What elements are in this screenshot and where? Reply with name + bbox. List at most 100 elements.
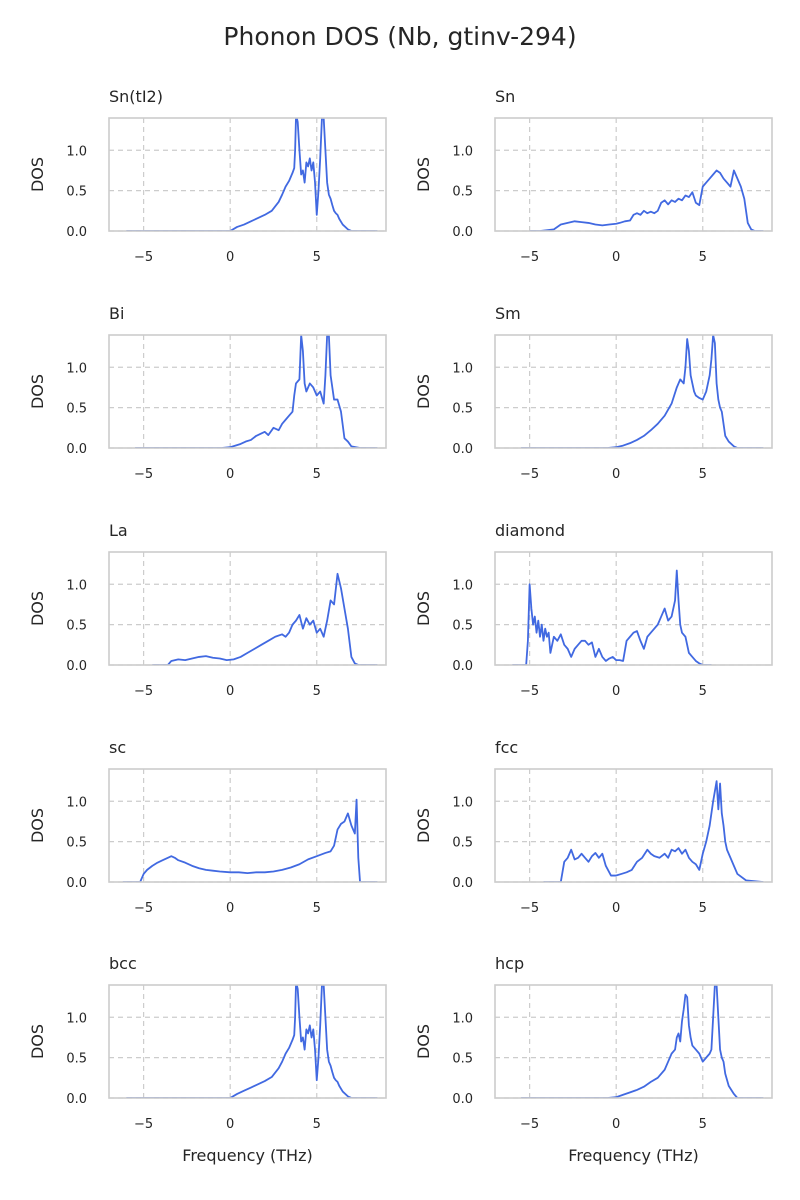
- subplot-sn-ti2: Sn(tI2) −5 0 5 0.0 0.5 1.0 DOS: [28, 87, 387, 265]
- axes-frame: [108, 334, 387, 449]
- x-tick-label: −5: [134, 1117, 153, 1132]
- x-tick-label: 5: [313, 467, 321, 482]
- x-tick-label: 5: [699, 684, 707, 699]
- dos-line-sn: [529, 169, 764, 231]
- x-tick-label: 5: [699, 901, 707, 916]
- x-tick-label: −5: [520, 901, 539, 916]
- subplot-title: La: [109, 521, 128, 540]
- x-tick-label: 5: [313, 901, 321, 916]
- y-tick-label: 1.0: [452, 1011, 473, 1026]
- x-tick-label: 5: [699, 467, 707, 482]
- x-tick-label: 5: [313, 250, 321, 265]
- y-tick-label: 0.0: [452, 1092, 473, 1107]
- subplot-sn: Sn −5 0 5 0.0 0.5 1.0 DOS: [414, 87, 773, 265]
- y-axis-label: DOS: [414, 157, 433, 192]
- x-tick-label: 0: [226, 250, 234, 265]
- y-tick-label: 1.0: [66, 144, 87, 159]
- x-tick-label: −5: [520, 684, 539, 699]
- subplot-fcc: fcc −5 0 5 0.0 0.5 1.0 DOS: [414, 738, 773, 916]
- x-tick-label: 0: [226, 684, 234, 699]
- axes-frame: [494, 768, 773, 883]
- axes-frame: [108, 551, 387, 666]
- axes-frame: [494, 551, 773, 666]
- x-tick-label: 5: [313, 684, 321, 699]
- y-tick-label: 0.5: [66, 1052, 87, 1067]
- subplot-hcp: hcp −5 0 5 0.0 0.5 1.0 DOS Frequency (THz): [414, 954, 773, 1165]
- x-tick-label: 0: [612, 250, 620, 265]
- y-tick-label: 1.0: [66, 578, 87, 593]
- subplot-la: La −5 0 5 0.0 0.5 1.0 DOS: [28, 521, 387, 699]
- y-axis-label: DOS: [414, 808, 433, 843]
- y-tick-label: 1.0: [66, 795, 87, 810]
- x-tick-label: −5: [134, 684, 153, 699]
- y-axis-label: DOS: [414, 1024, 433, 1059]
- axes-frame: [108, 117, 387, 232]
- y-tick-label: 0.0: [66, 442, 87, 457]
- figure-title: Phonon DOS (Nb, gtinv-294): [223, 22, 576, 51]
- dos-line-sm: [520, 335, 764, 448]
- subplot-grid: Sn(tI2) −5 0 5 0.0 0.5 1.0 DOS Sn −5 0 5 0.0 0.5 1.0 DO…: [28, 87, 773, 1165]
- x-tick-label: 5: [699, 1117, 707, 1132]
- subplot-title: Sn: [495, 87, 515, 106]
- y-tick-label: 0.0: [66, 876, 87, 891]
- x-tick-label: 0: [226, 1117, 234, 1132]
- y-axis-label: DOS: [28, 1024, 47, 1059]
- y-tick-label: 0.5: [452, 836, 473, 851]
- x-axis-label: Frequency (THz): [182, 1146, 312, 1165]
- dos-line-la: [152, 572, 378, 665]
- y-tick-label: 0.0: [66, 225, 87, 240]
- subplot-sc: sc −5 0 5 0.0 0.5 1.0 DOS: [28, 738, 387, 916]
- x-axis-label: Frequency (THz): [568, 1146, 698, 1165]
- y-tick-label: 0.0: [452, 442, 473, 457]
- y-tick-label: 0.5: [452, 619, 473, 634]
- x-tick-label: −5: [520, 467, 539, 482]
- x-tick-label: 0: [612, 684, 620, 699]
- x-tick-label: −5: [134, 901, 153, 916]
- y-tick-label: 1.0: [452, 144, 473, 159]
- x-tick-label: −5: [520, 1117, 539, 1132]
- y-tick-label: 1.0: [452, 795, 473, 810]
- axes-frame: [494, 984, 773, 1099]
- subplot-title: Bi: [109, 304, 124, 323]
- dos-line-hcp: [520, 985, 764, 1098]
- y-tick-label: 0.5: [66, 619, 87, 634]
- dos-line-sc: [122, 798, 378, 882]
- subplot-sm: Sm −5 0 5 0.0 0.5 1.0 DOS: [414, 304, 773, 482]
- subplot-title: sc: [109, 738, 126, 757]
- subplot-title: Sn(tI2): [109, 87, 163, 106]
- subplot-diamond: diamond −5 0 5 0.0 0.5 1.0 DOS: [414, 521, 773, 699]
- y-tick-label: 0.0: [452, 659, 473, 674]
- axes-frame: [494, 117, 773, 232]
- y-tick-label: 0.5: [66, 402, 87, 417]
- subplot-title: hcp: [495, 954, 524, 973]
- subplot-title: bcc: [109, 954, 137, 973]
- subplot-bcc: bcc −5 0 5 0.0 0.5 1.0 DOS Frequency (THz): [28, 954, 387, 1165]
- x-tick-label: 0: [612, 901, 620, 916]
- y-tick-label: 0.0: [452, 225, 473, 240]
- y-tick-label: 0.0: [66, 1092, 87, 1107]
- x-tick-label: 5: [313, 1117, 321, 1132]
- y-tick-label: 0.0: [66, 659, 87, 674]
- x-tick-label: 0: [226, 467, 234, 482]
- subplot-title: Sm: [495, 304, 521, 323]
- y-tick-label: 0.5: [452, 402, 473, 417]
- axes-frame: [494, 334, 773, 449]
- y-tick-label: 1.0: [452, 361, 473, 376]
- y-tick-label: 0.0: [452, 876, 473, 891]
- y-axis-label: DOS: [28, 808, 47, 843]
- y-axis-label: DOS: [28, 157, 47, 192]
- y-tick-label: 1.0: [66, 361, 87, 376]
- x-tick-label: −5: [134, 467, 153, 482]
- y-tick-label: 0.5: [452, 1052, 473, 1067]
- dos-line-bi: [134, 335, 378, 448]
- x-tick-label: −5: [134, 250, 153, 265]
- dos-line-bcc: [126, 985, 378, 1098]
- y-axis-label: DOS: [28, 374, 47, 409]
- y-axis-label: DOS: [414, 591, 433, 626]
- x-tick-label: 0: [226, 901, 234, 916]
- y-tick-label: 1.0: [66, 1011, 87, 1026]
- subplot-title: diamond: [495, 521, 565, 540]
- x-tick-label: −5: [520, 250, 539, 265]
- y-tick-label: 1.0: [452, 578, 473, 593]
